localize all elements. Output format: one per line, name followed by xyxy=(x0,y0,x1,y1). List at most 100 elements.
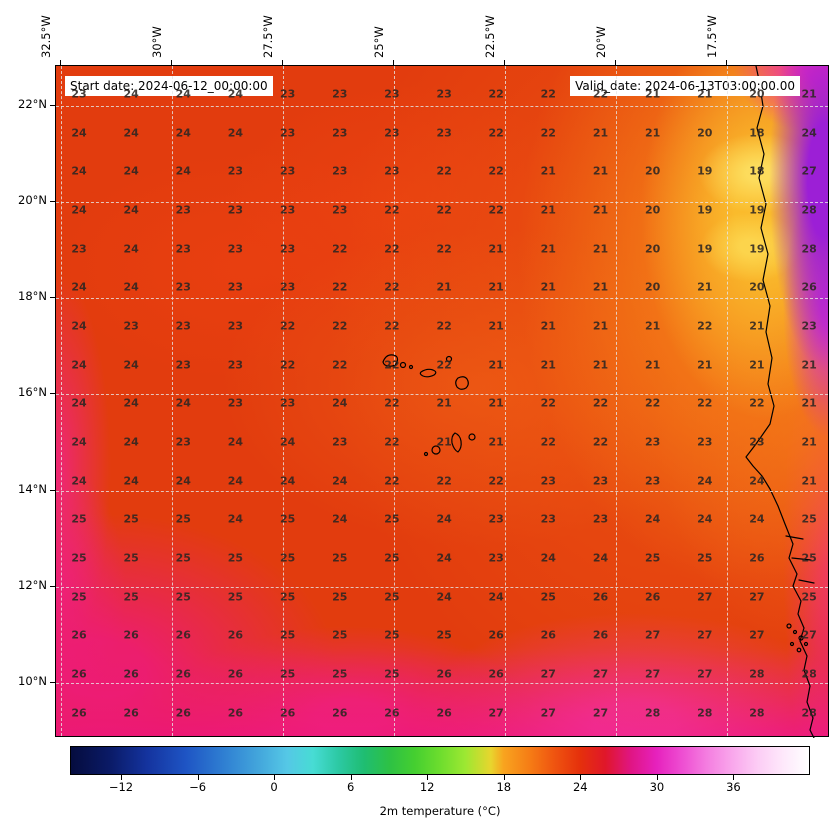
grid-value: 23 xyxy=(175,203,191,217)
grid-value: 24 xyxy=(332,474,348,488)
grid-value: 24 xyxy=(227,87,244,101)
grid-value: 22 xyxy=(332,242,348,256)
island xyxy=(408,364,414,370)
island xyxy=(399,361,407,369)
grid-value: 22 xyxy=(488,203,504,217)
gridline-vertical xyxy=(394,66,395,736)
grid-value: 26 xyxy=(540,628,556,642)
island xyxy=(786,623,792,629)
grid-value: 23 xyxy=(279,203,296,217)
grid-value: 24 xyxy=(332,512,348,526)
colorbar-tick-mark xyxy=(427,775,429,780)
grid-value: 22 xyxy=(697,396,713,410)
grid-value: 23 xyxy=(540,512,556,526)
grid-value: 19 xyxy=(749,242,765,256)
grid-value: 22 xyxy=(384,358,400,372)
lon-tick-mark xyxy=(726,60,727,65)
grid-value: 22 xyxy=(488,164,504,178)
grid-value: 25 xyxy=(227,551,244,565)
grid-value: 21 xyxy=(488,396,504,410)
grid-value: 21 xyxy=(697,358,713,372)
island xyxy=(423,451,429,457)
grid-value: 21 xyxy=(801,87,817,101)
gridline-vertical xyxy=(283,66,284,736)
grid-value: 21 xyxy=(540,280,556,294)
grid-value: 24 xyxy=(71,435,87,449)
grid-value: 23 xyxy=(227,396,244,410)
lon-tick-mark xyxy=(60,60,61,65)
grid-value: 23 xyxy=(227,358,244,372)
grid-value: 26 xyxy=(749,551,765,565)
grid-value: 24 xyxy=(123,87,139,101)
island xyxy=(792,629,798,635)
grid-value: 23 xyxy=(123,319,139,333)
grid-value: 24 xyxy=(436,512,452,526)
start-date-label: Start date: 2024-06-12_00:00:00 xyxy=(65,76,273,96)
grid-value: 21 xyxy=(592,126,609,140)
grid-value: 23 xyxy=(227,242,244,256)
grid-value: 21 xyxy=(801,358,817,372)
grid-value: 23 xyxy=(175,358,191,372)
grid-value: 20 xyxy=(749,280,765,294)
grid-value: 26 xyxy=(592,590,609,604)
grid-value: 25 xyxy=(332,667,348,681)
grid-value: 25 xyxy=(227,590,244,604)
grid-value: 24 xyxy=(71,164,87,178)
lat-tick-label: 14°N xyxy=(18,482,47,496)
valid-date-label: Valid_date: 2024-06-13T03:00:00.00 xyxy=(570,76,800,96)
island xyxy=(789,641,795,647)
grid-value: 25 xyxy=(384,590,400,604)
grid-value: 26 xyxy=(801,280,817,294)
grid-value: 19 xyxy=(697,203,713,217)
lat-tick-label: 10°N xyxy=(18,674,47,688)
grid-value: 28 xyxy=(801,203,817,217)
grid-value: 21 xyxy=(540,242,556,256)
grid-value: 21 xyxy=(801,396,817,410)
grid-value: 20 xyxy=(644,242,661,256)
colorbar-tick-label: 30 xyxy=(649,780,665,794)
grid-value: 24 xyxy=(71,319,87,333)
grid-value: 24 xyxy=(227,474,244,488)
grid-value: 22 xyxy=(332,280,348,294)
grid-value: 26 xyxy=(123,706,139,720)
grid-value: 26 xyxy=(488,667,504,681)
grid-value: 24 xyxy=(123,164,139,178)
lat-tick-label: 20°N xyxy=(18,193,47,207)
grid-value: 25 xyxy=(332,551,348,565)
grid-value: 26 xyxy=(71,667,87,681)
colorbar-tick-mark xyxy=(733,775,735,780)
grid-value: 23 xyxy=(332,164,348,178)
grid-value: 21 xyxy=(436,435,452,449)
grid-value: 23 xyxy=(175,319,191,333)
grid-value: 26 xyxy=(227,628,244,642)
grid-value: 24 xyxy=(123,126,139,140)
grid-value: 24 xyxy=(749,512,765,526)
grid-value: 27 xyxy=(644,628,661,642)
grid-value: 25 xyxy=(384,628,400,642)
lon-tick-label: 32.5°W xyxy=(39,15,53,58)
grid-value: 23 xyxy=(644,474,661,488)
lat-tick-mark xyxy=(50,105,55,106)
grid-value: 26 xyxy=(436,706,452,720)
grid-value: 24 xyxy=(697,512,713,526)
grid-value: 24 xyxy=(697,474,713,488)
grid-value: 24 xyxy=(175,126,191,140)
grid-value: 22 xyxy=(279,358,296,372)
lat-tick-label: 16°N xyxy=(18,385,47,399)
grid-value: 22 xyxy=(384,319,400,333)
grid-value: 21 xyxy=(540,164,556,178)
grid-value: 21 xyxy=(644,87,661,101)
lat-tick-label: 18°N xyxy=(18,289,47,303)
grid-value: 22 xyxy=(279,319,296,333)
island xyxy=(798,635,804,641)
grid-value: 25 xyxy=(801,512,817,526)
grid-value: 22 xyxy=(384,435,400,449)
grid-value: 28 xyxy=(644,706,661,720)
gridline-horizontal xyxy=(56,298,828,299)
grid-value: 23 xyxy=(384,87,400,101)
grid-value: 24 xyxy=(227,512,244,526)
grid-value: 24 xyxy=(123,435,139,449)
grid-value: 26 xyxy=(175,706,191,720)
grid-value: 25 xyxy=(644,551,661,565)
